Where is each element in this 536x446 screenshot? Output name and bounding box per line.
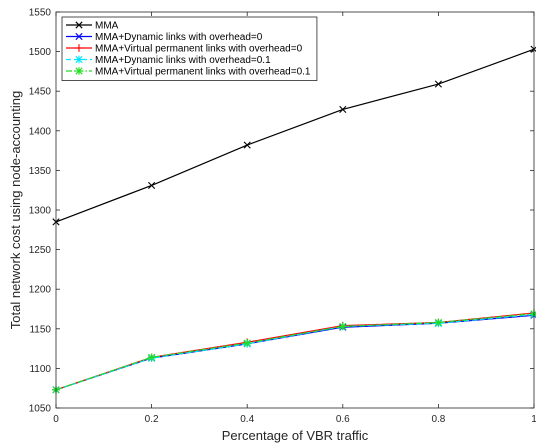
data-point — [434, 80, 442, 88]
data-point — [339, 105, 347, 114]
series-line — [55, 48, 535, 223]
legend-entry: MMA+Dynamic links with overhead=0 — [66, 32, 263, 43]
legend-entry: MMA — [66, 21, 119, 32]
legend-entry: MMA+Virtual permanent links with overhea… — [66, 44, 303, 55]
data-point-stroke — [243, 141, 251, 149]
chart-marks — [52, 45, 536, 394]
legend-box — [61, 16, 318, 81]
y-tick-label: 1250 — [29, 245, 52, 256]
y-tick-label: 1050 — [29, 404, 52, 415]
series-0 — [52, 45, 536, 226]
x-tick-label: 0.8 — [431, 414, 445, 425]
series-line — [55, 313, 535, 391]
legend-entry: MMA+Virtual permanent links with overhea… — [66, 67, 311, 78]
legend-label: MMA — [95, 21, 119, 32]
legend-swatch-marker — [75, 21, 83, 29]
legend-label: MMA+Virtual permanent links with overhea… — [95, 67, 311, 78]
data-point — [338, 322, 347, 331]
legend-label: MMA+Dynamic links with overhead=0 — [95, 32, 263, 43]
x-tick-label: 0.2 — [145, 414, 159, 425]
axis-ticks: 0 0.2 0.4 0.6 0.8 1 1050 1100 1150 1200 1250 1300 13… — [29, 8, 536, 426]
legend-swatch-marker — [75, 44, 83, 52]
y-tick-label: 1350 — [29, 166, 52, 177]
data-point — [434, 318, 443, 327]
y-axis-label: Total network cost using node-accounting — [8, 91, 23, 329]
legend-label: MMA+Dynamic links with overhead=0.1 — [95, 55, 271, 66]
x-axis-label: Percentage of VBR traffic — [222, 428, 369, 443]
y-tick-label: 1450 — [29, 87, 52, 98]
legend-swatch-marker — [75, 32, 83, 41]
x-tick-label: 0 — [53, 414, 59, 425]
y-tick-label: 1400 — [29, 126, 52, 137]
data-point — [243, 339, 252, 347]
series-line — [55, 313, 535, 391]
data-point-stroke — [434, 80, 442, 88]
y-tick-label: 1100 — [29, 364, 51, 375]
x-tick-label: 0.6 — [336, 414, 350, 425]
data-point — [148, 181, 156, 190]
data-point-stroke — [148, 181, 156, 190]
legend-swatch-marker — [75, 55, 83, 64]
x-tick-label: 1 — [531, 414, 536, 425]
legend-entry: MMA+Dynamic links with overhead=0.1 — [66, 55, 271, 66]
legend-swatch-marker — [75, 67, 83, 75]
data-point-stroke — [339, 105, 347, 114]
y-tick-label: 1300 — [29, 206, 52, 217]
y-tick-label: 1200 — [29, 285, 52, 296]
legend-swatch-marker-stroke — [75, 21, 83, 29]
data-point — [147, 353, 156, 362]
y-tick-label: 1500 — [29, 47, 52, 58]
legend-swatch-marker-stroke — [75, 32, 83, 41]
data-point — [243, 141, 251, 149]
legend-label: MMA+Virtual permanent links with overhea… — [95, 44, 303, 55]
y-tick-label: 1150 — [29, 324, 51, 335]
y-tick-label: 1550 — [29, 8, 52, 19]
x-tick-label: 0.4 — [240, 414, 254, 425]
